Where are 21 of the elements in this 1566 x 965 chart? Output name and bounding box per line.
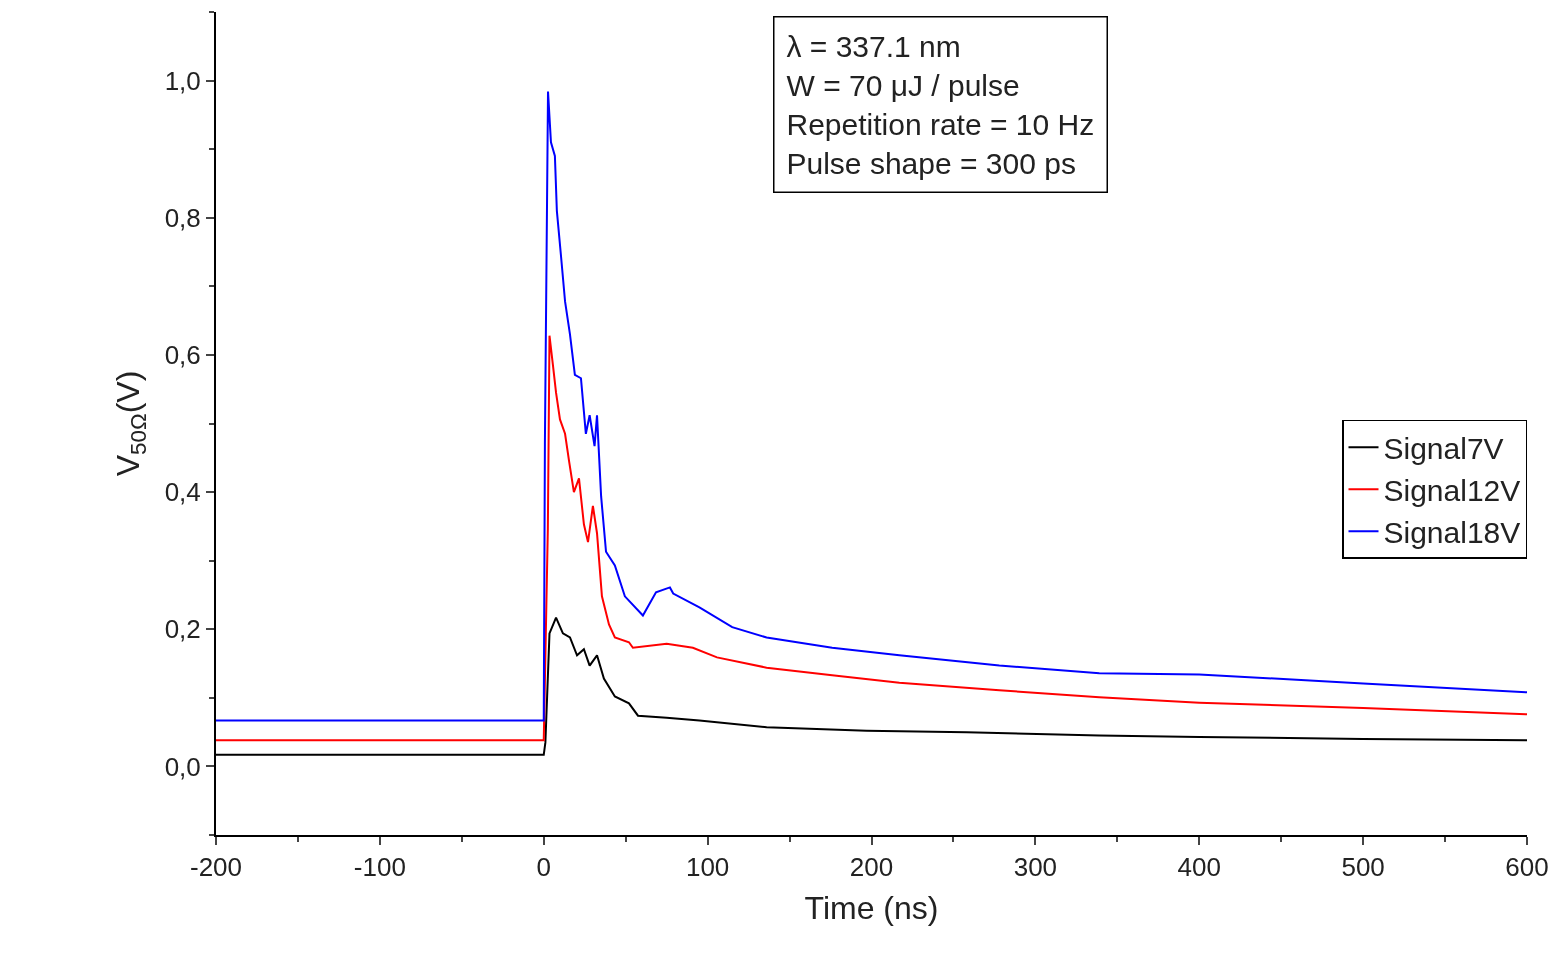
legend-label: Signal7V xyxy=(1383,432,1504,466)
x-tick-label: 200 xyxy=(849,852,894,883)
x-tick-label: -100 xyxy=(353,852,406,883)
y-tick-label: 0,2 xyxy=(164,614,201,645)
y-tick-label: 0,0 xyxy=(164,751,201,782)
legend-label: Signal12V xyxy=(1383,474,1521,508)
y-tick-label: 0,4 xyxy=(164,477,201,508)
x-tick-label: -200 xyxy=(189,852,243,883)
x-tick-label: 100 xyxy=(685,852,730,883)
y-tick-label: 1,0 xyxy=(164,65,201,96)
line-series xyxy=(216,334,1527,742)
x-tick-label: 500 xyxy=(1341,852,1385,883)
x-tick-label: 300 xyxy=(1013,852,1058,883)
annotation: λ = 337.1 nm W = 70 μJ / pulse Repetition rate = 10 Hz Pulse shape = 300 ps xyxy=(786,29,1095,180)
y-tick-label: 0,8 xyxy=(164,202,201,233)
y-tick-label: 0,6 xyxy=(164,340,201,371)
legend-label: Signal18V xyxy=(1383,516,1521,550)
x-tick-label: 0 xyxy=(536,852,551,883)
x-axis-title: Time (ns) xyxy=(804,889,939,926)
x-tick-label: 600 xyxy=(1505,852,1549,883)
x-tick-label: 400 xyxy=(1177,852,1221,883)
